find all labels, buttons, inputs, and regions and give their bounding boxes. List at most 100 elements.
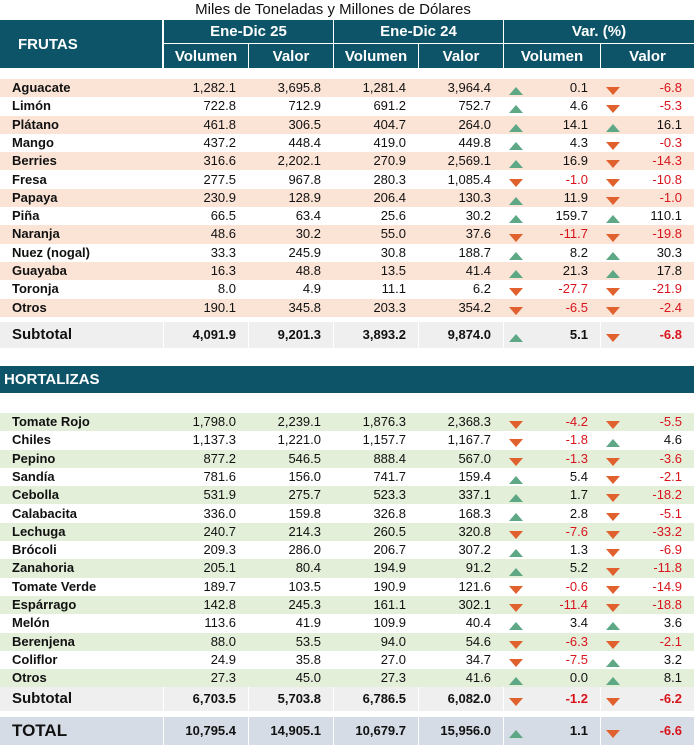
row-label: Guayaba: [12, 263, 67, 278]
cell: 41.4: [465, 263, 491, 278]
cell: 63.4: [295, 208, 321, 224]
arrow-down: [508, 600, 524, 613]
row-label: Chiles: [12, 432, 52, 448]
arrow-down: [508, 694, 524, 706]
cell: 722.8: [203, 98, 236, 114]
cell: 523.3: [373, 487, 406, 503]
group-header: Ene-Dic 25: [164, 20, 333, 43]
row-bg: [0, 225, 694, 244]
cell: 781.6: [203, 468, 236, 484]
cell: 5.2: [569, 560, 588, 576]
cell: 6,082.0: [447, 691, 491, 706]
cell: -11.7: [559, 226, 588, 242]
column-header: Valor: [249, 44, 333, 68]
arrow-up: [605, 673, 621, 686]
cell: 53.5: [295, 633, 321, 649]
cell: 4.6: [569, 98, 588, 114]
cell: 159.4: [458, 468, 491, 484]
arrow-up: [508, 726, 524, 738]
cell: -7.5: [565, 651, 588, 667]
arrow-down: [605, 454, 621, 466]
row-bg: [0, 449, 694, 468]
cell: 30.2: [465, 208, 491, 224]
cell: 531.9: [203, 487, 236, 503]
arrow-up: [508, 138, 524, 151]
arrow-down: [605, 545, 621, 558]
arrow-up: [508, 266, 524, 279]
arrow-down: [605, 490, 621, 503]
cell: 1,876.3: [362, 414, 406, 429]
cell: 205.1: [203, 560, 236, 576]
arrow-up: [508, 156, 524, 169]
cell: 11.1: [381, 281, 406, 297]
cell: 2.8: [569, 505, 588, 521]
arrow-down: [605, 564, 621, 576]
row-bg: [0, 298, 694, 317]
cell: 337.1: [458, 487, 491, 503]
row-bg: [0, 632, 694, 651]
cell: 275.7: [288, 487, 321, 503]
cell: 316.6: [203, 153, 236, 169]
cell: 1,281.4: [362, 80, 406, 95]
cell: -2.4: [659, 299, 682, 315]
row-label: Otros: [12, 670, 47, 686]
cell: 3,695.8: [277, 80, 321, 95]
row-bg: [0, 170, 694, 189]
cell: 121.6: [458, 578, 491, 594]
cell: 260.5: [373, 523, 406, 539]
cell: 45.0: [295, 670, 321, 686]
arrow-up: [508, 673, 524, 686]
cell: 3,893.2: [362, 327, 406, 342]
arrow-down: [508, 230, 524, 242]
cell: 206.7: [373, 542, 406, 558]
cell: -14.3: [652, 153, 682, 169]
cell: 188.7: [458, 244, 491, 260]
cell: 37.6: [465, 226, 491, 242]
cell: -6.6: [659, 723, 682, 738]
cell: 24.9: [210, 651, 236, 667]
row-bg: [0, 717, 694, 745]
cell: 159.7: [555, 208, 588, 224]
cell: 326.8: [373, 505, 406, 521]
cell: 302.1: [458, 597, 491, 612]
cell: 2,202.1: [277, 153, 321, 169]
arrow-down: [508, 454, 524, 466]
cell: 3.2: [663, 651, 682, 667]
cell: 35.8: [295, 651, 321, 667]
cell: 110.1: [650, 208, 682, 224]
row-bg: [0, 596, 694, 615]
cell: 3,964.4: [447, 80, 491, 95]
column-header: Volumen: [334, 44, 418, 68]
arrow-up: [605, 266, 621, 279]
cell: 109.9: [373, 615, 406, 631]
cell-border: [248, 687, 249, 711]
cell: -10.8: [652, 171, 682, 187]
cell-border: [333, 717, 334, 745]
cell: -6.2: [659, 691, 682, 706]
cell-border: [333, 687, 334, 711]
cell: 206.4: [373, 189, 406, 205]
arrow-up: [605, 435, 621, 448]
row-label: Zanahoria: [12, 560, 75, 576]
column-header: Volumen: [504, 44, 600, 68]
cell: 33.3: [210, 244, 236, 260]
cell: 6.2: [472, 281, 491, 297]
cell-border: [503, 687, 504, 711]
cell: 48.6: [210, 226, 236, 242]
cell: 41.9: [295, 615, 321, 631]
row-bg: [0, 322, 694, 348]
cell-border: [418, 322, 419, 348]
cell: 103.5: [288, 578, 321, 594]
arrow-down: [605, 230, 621, 242]
cell: -1.8: [565, 432, 588, 448]
arrow-down: [508, 527, 524, 539]
arrow-up: [508, 490, 524, 503]
cell: 245.3: [288, 597, 321, 612]
arrow-up: [605, 618, 621, 631]
cell: -1.0: [659, 189, 682, 205]
cell: 40.4: [465, 615, 491, 631]
arrow-down: [605, 694, 621, 706]
row-label: Coliflor: [12, 651, 58, 667]
cell: 21.3: [562, 263, 588, 278]
cell: 1.7: [569, 487, 588, 503]
